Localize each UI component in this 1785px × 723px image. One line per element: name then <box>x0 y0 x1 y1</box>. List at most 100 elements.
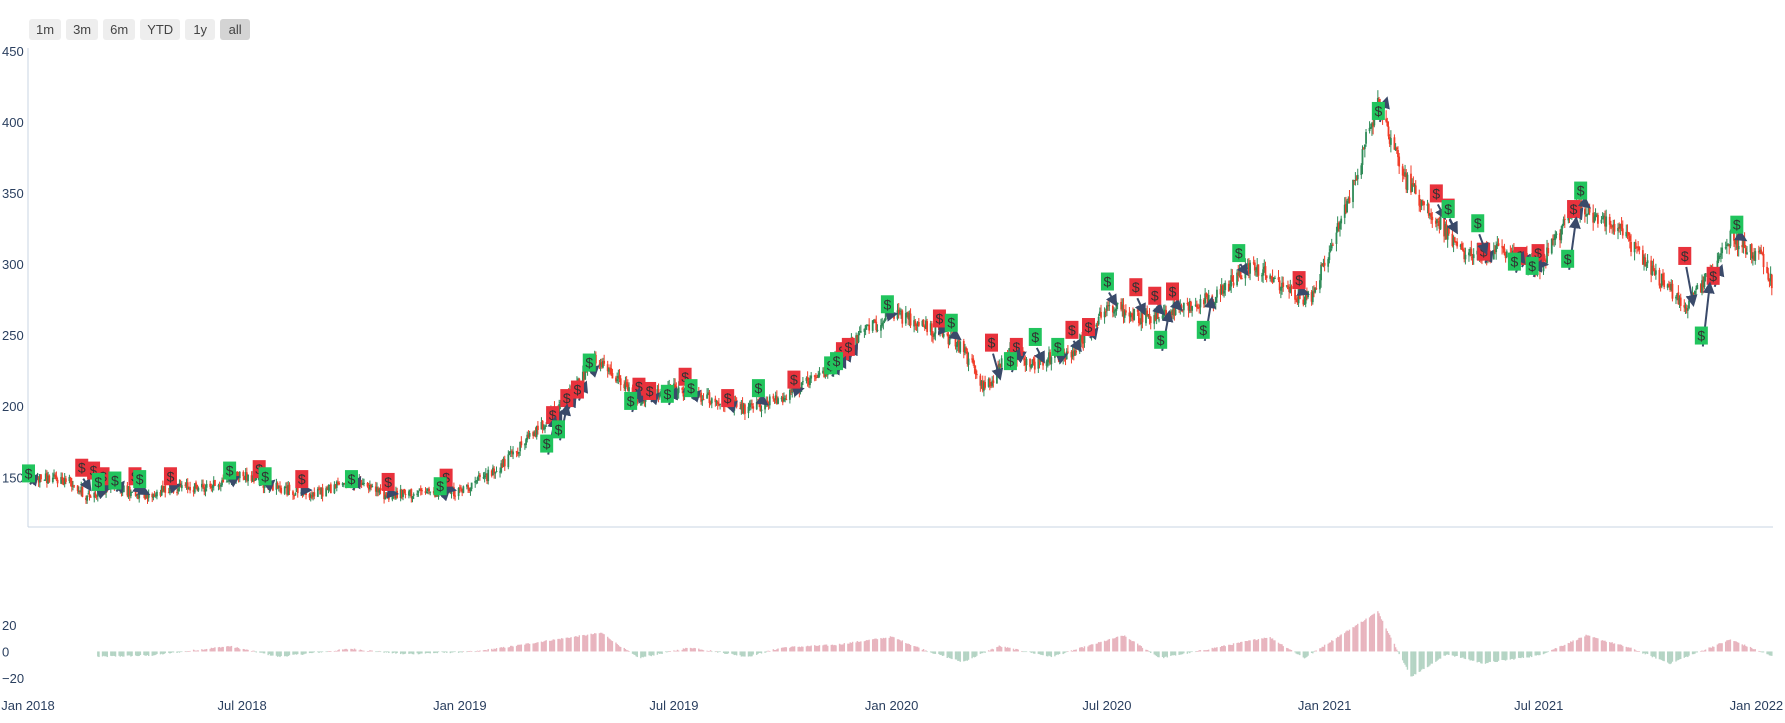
candle-body <box>1239 270 1242 279</box>
candle-body <box>499 471 501 473</box>
candle-body <box>466 484 468 487</box>
candle-body <box>815 377 817 379</box>
histogram-bar <box>1319 648 1321 652</box>
candle-body <box>1427 204 1430 216</box>
histogram-bar <box>492 649 494 652</box>
range-button-all[interactable]: all <box>220 19 251 40</box>
range-button-3m[interactable]: 3m <box>66 19 99 40</box>
histogram-bar <box>789 647 791 652</box>
histogram-bar <box>1737 642 1740 652</box>
histogram-bar <box>1114 638 1116 652</box>
marker-label: $ <box>646 383 654 399</box>
histogram-bar <box>1252 639 1255 652</box>
candle-body <box>777 398 779 404</box>
candle-body <box>1410 173 1412 193</box>
histogram-bar <box>867 640 869 652</box>
candle-body <box>1100 312 1102 318</box>
histogram-bar <box>868 639 870 652</box>
range-button-ytd[interactable]: YTD <box>140 19 181 40</box>
histogram-bar <box>460 651 462 653</box>
range-button-6m[interactable]: 6m <box>103 19 136 40</box>
candle-body <box>1216 289 1218 298</box>
histogram-bar <box>706 650 708 652</box>
candle-body <box>338 482 341 485</box>
candle-body <box>906 313 908 315</box>
candle-body <box>1025 358 1028 366</box>
candle-body <box>1699 284 1702 293</box>
candle-body <box>53 474 55 477</box>
candle-body <box>616 379 619 382</box>
histogram-bar <box>882 637 885 652</box>
candle-body <box>541 420 544 429</box>
candle-body <box>492 467 494 476</box>
candle-body <box>1106 305 1108 311</box>
candle-body <box>283 486 286 494</box>
candle-body <box>1395 147 1398 150</box>
histogram-bar <box>1323 644 1326 652</box>
candle-body <box>934 327 937 334</box>
histogram-bar <box>268 651 271 655</box>
candle-body <box>1304 295 1307 304</box>
histogram-bar <box>1189 651 1191 654</box>
marker-arrow <box>1734 229 1748 242</box>
candle-body <box>1070 351 1073 358</box>
histogram-bar <box>1322 646 1325 652</box>
histogram-bar <box>560 638 563 652</box>
candle-body <box>1321 263 1324 266</box>
histogram-bar <box>434 651 436 654</box>
range-button-1m[interactable]: 1m <box>29 19 62 40</box>
candle-body <box>857 332 860 343</box>
sell-marker: $ <box>1082 318 1099 341</box>
histogram-bar <box>1528 651 1530 658</box>
candle-body <box>1311 291 1314 303</box>
histogram-bar <box>1415 651 1417 675</box>
histogram-bar <box>1247 641 1249 652</box>
candle-body <box>1295 298 1298 300</box>
histogram-bar <box>1585 634 1587 652</box>
histogram-bar <box>1039 651 1042 655</box>
histogram-bar <box>1116 636 1119 652</box>
histogram-bar <box>1174 651 1177 656</box>
histogram-bar <box>700 649 702 652</box>
histogram-bar <box>156 651 158 654</box>
candle-body <box>476 477 479 481</box>
histogram-bar <box>1099 642 1101 652</box>
candle-body <box>1406 174 1409 191</box>
histogram-bar <box>1506 651 1508 660</box>
histogram-bar <box>259 651 261 653</box>
histogram-bar <box>1761 651 1764 653</box>
histogram-bar <box>369 650 371 652</box>
histogram-bar <box>195 650 197 652</box>
candle-body <box>781 396 784 403</box>
histogram-bar <box>774 649 777 652</box>
range-button-1y[interactable]: 1y <box>185 19 216 40</box>
marker-box <box>1292 271 1306 290</box>
candle-body <box>1337 222 1340 229</box>
histogram-bar <box>213 647 215 652</box>
candle-body <box>1058 358 1061 361</box>
histogram-bar <box>1577 639 1579 652</box>
histogram-bar <box>475 651 478 652</box>
marker-arrow <box>1034 347 1045 364</box>
candle-body <box>60 477 63 484</box>
histogram-bar <box>1087 646 1089 652</box>
histogram-bar <box>582 635 584 652</box>
candle-body <box>964 347 966 353</box>
candle-body <box>1654 270 1657 275</box>
histogram-bar <box>1594 637 1597 652</box>
candle-body <box>991 380 994 386</box>
marker-box <box>258 467 272 486</box>
candle-body <box>1546 247 1548 263</box>
histogram-bar <box>1083 646 1086 652</box>
candle-body <box>1644 257 1647 266</box>
candle-body <box>962 341 965 353</box>
histogram-bar <box>1023 651 1025 653</box>
histogram-bar <box>286 651 288 657</box>
histogram-bar <box>889 636 892 652</box>
candle-body <box>1194 304 1197 307</box>
histogram-bar <box>518 644 520 652</box>
histogram-bar <box>1354 625 1357 652</box>
histogram-bar <box>468 651 470 652</box>
histogram-bar <box>452 651 454 653</box>
candle-body <box>1305 294 1308 298</box>
